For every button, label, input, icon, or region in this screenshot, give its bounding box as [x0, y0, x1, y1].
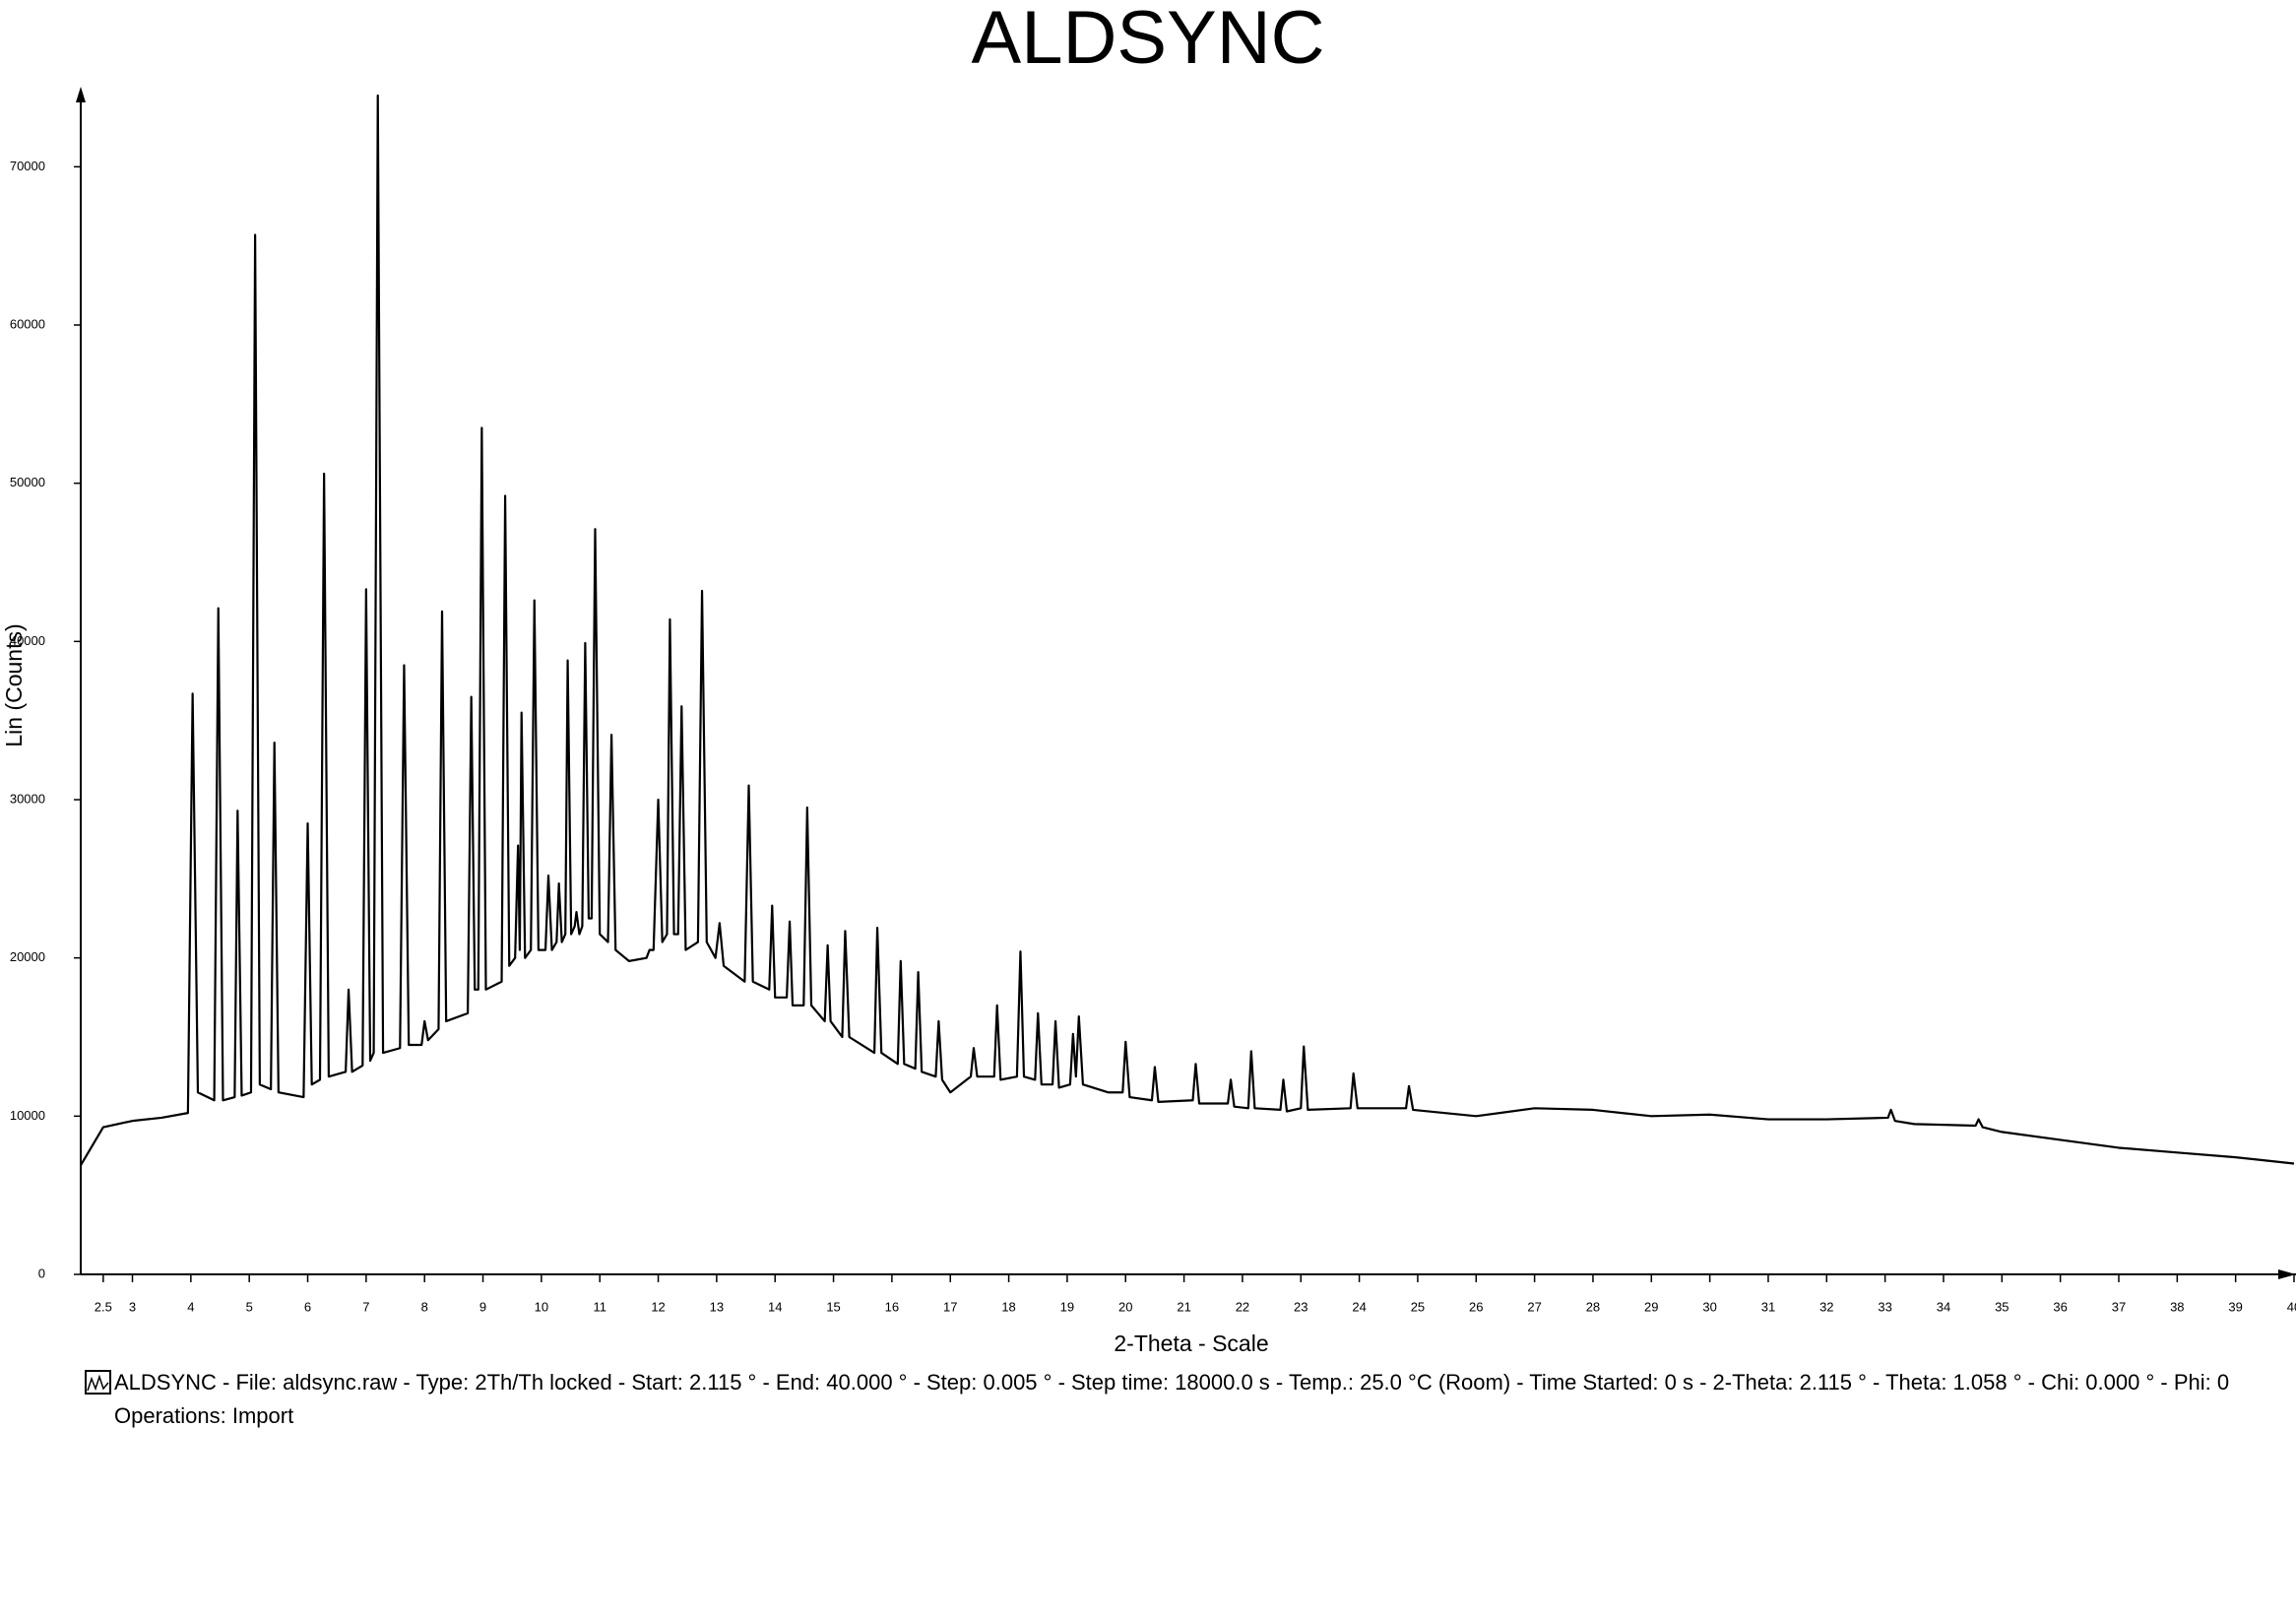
y-tick-label: 10000 [10, 1108, 45, 1123]
y-tick-label: 60000 [10, 316, 45, 331]
x-tick-label: 4 [187, 1299, 194, 1314]
x-tick-label: 7 [362, 1299, 369, 1314]
legend-note: Operations: Import [114, 1403, 293, 1428]
diffraction-line [80, 94, 2295, 1166]
x-tick-label: 19 [1060, 1299, 1074, 1314]
x-axis-arrow [2278, 1269, 2296, 1279]
x-axis-label: 2-Theta - Scale [1114, 1331, 1268, 1356]
x-tick-label: 6 [304, 1299, 311, 1314]
x-tick-label: 38 [2170, 1299, 2184, 1314]
x-tick-label: 39 [2228, 1299, 2242, 1314]
x-tick-label: 29 [1644, 1299, 1658, 1314]
y-tick-label: 30000 [10, 791, 45, 806]
x-tick-label: 21 [1177, 1299, 1190, 1314]
x-tick-label: 30 [1702, 1299, 1716, 1314]
x-tick-label: 27 [1527, 1299, 1541, 1314]
x-tick-label: 28 [1586, 1299, 1600, 1314]
x-tick-label: 23 [1294, 1299, 1307, 1314]
x-tick-label: 8 [421, 1299, 428, 1314]
y-tick-label: 0 [38, 1266, 45, 1280]
x-tick-label: 18 [1001, 1299, 1015, 1314]
x-tick-label: 37 [2112, 1299, 2126, 1314]
y-tick-label: 50000 [10, 475, 45, 489]
legend-icon [85, 1370, 111, 1395]
x-tick-label: 9 [479, 1299, 486, 1314]
x-tick-label: 14 [768, 1299, 782, 1314]
x-tick-label: 24 [1352, 1299, 1366, 1314]
y-axis-arrow [76, 87, 86, 102]
x-tick-label: 20 [1118, 1299, 1132, 1314]
x-tick-label: 17 [943, 1299, 957, 1314]
legend-icon-wave [87, 1374, 109, 1392]
x-tick-label: 34 [1937, 1299, 1950, 1314]
x-tick-label: 15 [826, 1299, 840, 1314]
y-tick-label: 40000 [10, 633, 45, 648]
x-tick-label: 33 [1878, 1299, 1891, 1314]
legend-text: ALDSYNC - File: aldsync.raw - Type: 2Th/… [114, 1370, 2229, 1395]
x-tick-label: 32 [1819, 1299, 1833, 1314]
x-tick-label: 2.5 [95, 1299, 112, 1314]
x-tick-label: 3 [129, 1299, 136, 1314]
x-tick-label: 16 [885, 1299, 899, 1314]
x-tick-label: 36 [2053, 1299, 2067, 1314]
x-tick-label: 13 [710, 1299, 724, 1314]
legend: ALDSYNC - File: aldsync.raw - Type: 2Th/… [85, 1370, 2229, 1428]
x-tick-label: 5 [246, 1299, 253, 1314]
x-tick-label: 25 [1411, 1299, 1425, 1314]
x-tick-label: 31 [1761, 1299, 1775, 1314]
x-tick-label: 26 [1469, 1299, 1483, 1314]
x-tick-label: 12 [651, 1299, 665, 1314]
x-tick-label: 40 [2287, 1299, 2296, 1314]
x-tick-label: 35 [1995, 1299, 2009, 1314]
y-tick-label: 20000 [10, 949, 45, 964]
x-tick-label: 11 [593, 1299, 606, 1314]
x-tick-label: 10 [535, 1299, 548, 1314]
chart-title: ALDSYNC [972, 0, 1325, 80]
y-tick-label: 70000 [10, 159, 45, 173]
y-axis-label: Lin (Counts) [1, 623, 27, 747]
x-tick-label: 22 [1236, 1299, 1249, 1314]
